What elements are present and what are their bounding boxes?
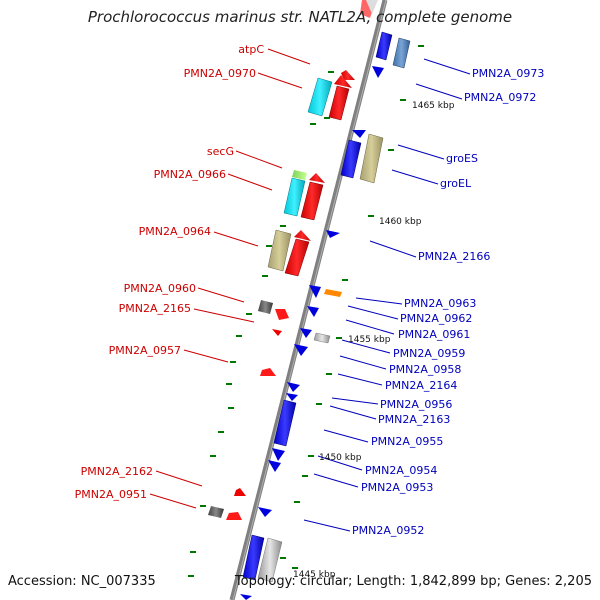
kbp-label-1465: 1465 kbp	[412, 101, 455, 111]
right-gene-labels: PMN2A_0973 PMN2A_0972 groES groEL PMN2A_…	[352, 67, 544, 537]
gene-arrow-bottom[interactable]	[240, 594, 252, 600]
label-PMN2A_0957[interactable]: PMN2A_0957	[109, 344, 181, 357]
gene-groEL-block[interactable]	[359, 133, 384, 184]
label-PMN2A_0966[interactable]: PMN2A_0966	[154, 168, 226, 181]
gene-0951-dark[interactable]	[208, 506, 224, 518]
label-PMN2A_0973[interactable]: PMN2A_0973	[472, 67, 544, 80]
gene-2162-arrow[interactable]	[234, 488, 246, 496]
reverse-strand-genes	[208, 0, 378, 520]
kbp-label-1460: 1460 kbp	[379, 217, 422, 227]
gene-0952-arrow[interactable]	[258, 507, 272, 517]
label-PMN2A_0963[interactable]: PMN2A_0963	[404, 297, 476, 310]
ring-tick-marks	[188, 45, 424, 577]
gene-0957-block[interactable]	[260, 368, 276, 376]
gene-atpC-arrow[interactable]	[341, 70, 355, 80]
kbp-label-1445: 1445 kbp	[293, 570, 336, 580]
label-PMN2A_0970[interactable]: PMN2A_0970	[184, 67, 256, 80]
gene-0958-arrow[interactable]	[294, 344, 308, 356]
gene-0951-red[interactable]	[226, 512, 242, 520]
label-PMN2A_0954[interactable]: PMN2A_0954	[365, 464, 437, 477]
label-PMN2A_0958[interactable]: PMN2A_0958	[389, 363, 461, 376]
label-groES[interactable]: groES	[446, 152, 478, 165]
gene-0970-cyan[interactable]	[307, 77, 333, 117]
label-PMN2A_0952[interactable]: PMN2A_0952	[352, 524, 424, 537]
label-PMN2A_2166[interactable]: PMN2A_2166	[418, 250, 490, 263]
label-PMN2A_0959[interactable]: PMN2A_0959	[393, 347, 465, 360]
gene-0964-red[interactable]	[284, 238, 310, 277]
gene-0956-arrow[interactable]	[286, 393, 298, 401]
gene-0954-arrow[interactable]	[272, 448, 285, 461]
gene-0963-block[interactable]	[324, 289, 342, 297]
label-PMN2A_0972[interactable]: PMN2A_0972	[464, 91, 536, 104]
label-PMN2A_0955[interactable]: PMN2A_0955	[371, 435, 443, 448]
label-PMN2A_2164[interactable]: PMN2A_2164	[385, 379, 457, 392]
label-PMN2A_0956[interactable]: PMN2A_0956	[380, 398, 452, 411]
label-PMN2A_0962[interactable]: PMN2A_0962	[400, 312, 472, 325]
gene-0962-arrow[interactable]	[309, 285, 321, 298]
map-title: Prochlorococcus marinus str. NATL2A, com…	[87, 8, 513, 26]
gene-0972-arrow[interactable]	[392, 37, 411, 69]
left-leader-lines	[149, 48, 311, 509]
label-PMN2A_2165[interactable]: PMN2A_2165	[119, 302, 191, 315]
kbp-label-1455: 1455 kbp	[348, 335, 391, 345]
gene-0957-arrow[interactable]	[272, 329, 282, 336]
label-PMN2A_0953[interactable]: PMN2A_0953	[361, 481, 433, 494]
gene-0966-cyan[interactable]	[283, 177, 306, 217]
gene-groES-arrow[interactable]	[352, 130, 366, 138]
accession-text: Accession: NC_007335	[8, 574, 156, 589]
gene-0970-red[interactable]	[328, 85, 350, 121]
gene-0973-arrow[interactable]	[375, 31, 393, 61]
gene-0966-red-tip[interactable]	[309, 173, 325, 183]
label-PMN2A_0961[interactable]: PMN2A_0961	[398, 328, 470, 341]
forward-strand-genes	[240, 31, 411, 600]
gene-block-bottom-gray[interactable]	[257, 537, 283, 583]
gene-arrow-small-1[interactable]	[372, 66, 384, 78]
label-atpC[interactable]: atpC	[238, 43, 264, 56]
gene-secG-block[interactable]	[292, 170, 307, 180]
gene-0961-arrow[interactable]	[307, 306, 319, 317]
label-PMN2A_2163[interactable]: PMN2A_2163	[378, 413, 450, 426]
gene-2166-arrow[interactable]	[326, 230, 340, 238]
label-PMN2A_2162[interactable]: PMN2A_2162	[81, 465, 153, 478]
label-PMN2A_0964[interactable]: PMN2A_0964	[139, 225, 211, 238]
gene-groES-block[interactable]	[340, 139, 362, 179]
genome-summary: Topology: circular; Length: 1,842,899 bp…	[234, 574, 592, 589]
label-groEL[interactable]: groEL	[440, 177, 472, 190]
kbp-label-1450: 1450 kbp	[319, 453, 362, 463]
kbp-ticks: 1465 kbp 1460 kbp 1455 kbp 1450 kbp 1445…	[293, 101, 455, 580]
genome-backbone	[229, 0, 388, 600]
gene-top-gray[interactable]	[366, 0, 378, 14]
gene-0964-khaki[interactable]	[267, 229, 292, 272]
right-leader-lines	[303, 58, 471, 532]
genome-backbone-highlight	[232, 0, 387, 600]
gene-0960-dark[interactable]	[258, 300, 273, 314]
left-gene-labels: atpC PMN2A_0970 secG PMN2A_0966 PMN2A_09…	[75, 43, 265, 501]
label-PMN2A_0960[interactable]: PMN2A_0960	[124, 282, 196, 295]
gene-2165-red[interactable]	[275, 309, 289, 320]
gene-2164-arrow[interactable]	[287, 382, 300, 392]
gene-0970-red-tip[interactable]	[334, 75, 352, 88]
gene-0953-arrow[interactable]	[268, 460, 281, 472]
gene-0966-red[interactable]	[300, 181, 324, 221]
gene-0955-block[interactable]	[273, 399, 297, 447]
gene-0959-block[interactable]	[313, 332, 331, 344]
gene-0959-arrow[interactable]	[300, 328, 312, 338]
label-secG[interactable]: secG	[207, 145, 234, 158]
gene-0964-red-tip[interactable]	[294, 230, 311, 241]
gene-block-bottom-blue[interactable]	[242, 534, 265, 581]
label-PMN2A_0951[interactable]: PMN2A_0951	[75, 488, 147, 501]
